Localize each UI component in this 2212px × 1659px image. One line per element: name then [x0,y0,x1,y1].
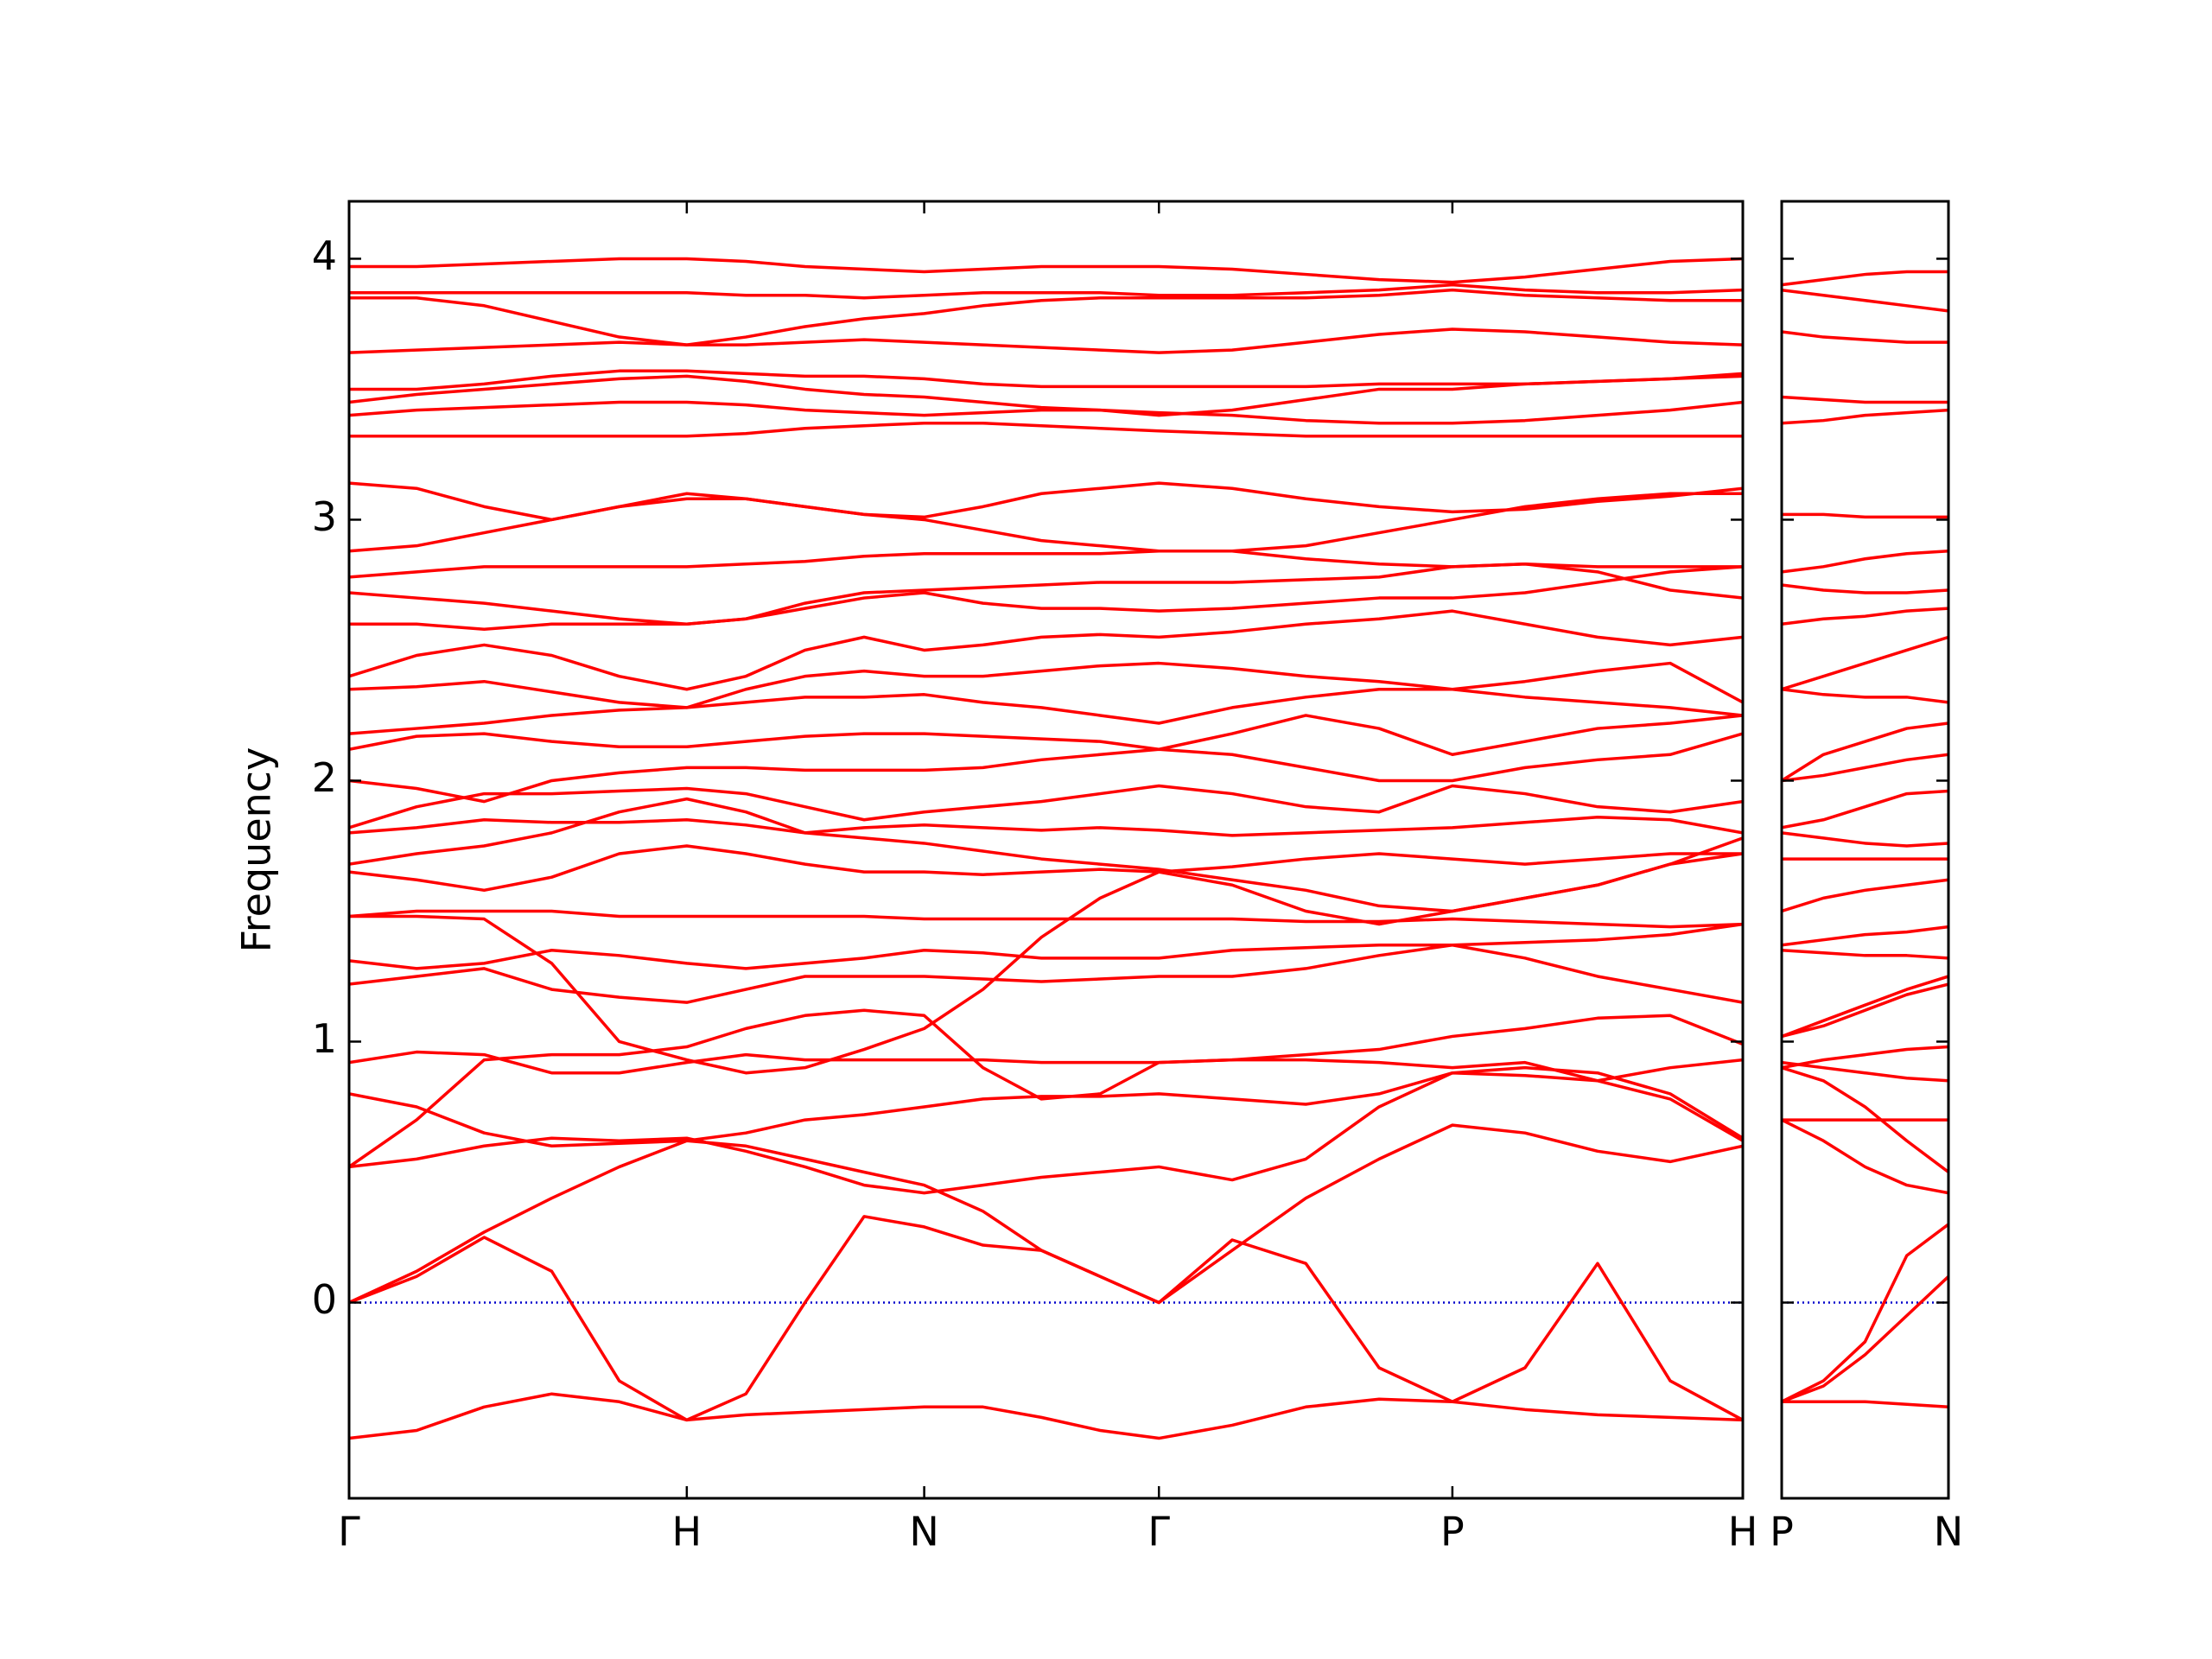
plot-area [1782,270,1948,1409]
band-line [349,327,1743,354]
x-tick-label: N [1934,1509,1963,1555]
band-line [349,283,1743,300]
band-line [1782,949,1948,960]
band-line [349,1050,1743,1083]
band-line [1782,288,1948,313]
x-tick-label: P [1770,1509,1794,1555]
band-line [1782,1223,1948,1403]
y-tick-label: 0 [312,1276,337,1323]
band-line [349,400,1743,425]
band-line [349,688,1743,735]
x-tick-label: H [672,1509,702,1555]
band-line [349,374,1743,417]
band-line [1782,1045,1948,1070]
band-line [349,563,1743,626]
band-line [349,844,1743,893]
band-line [349,1215,1743,1422]
band-line [1782,635,1948,691]
band-line [349,369,1743,391]
band-line [349,565,1743,632]
plot-frame [1780,200,1950,1500]
band-line [349,943,1743,1004]
band-line [1782,512,1948,519]
band-line [1782,1066,1948,1173]
band-line [349,481,1743,553]
band-line [349,922,1743,970]
y-tick-label: 2 [312,754,337,801]
band-line [1782,1400,1948,1409]
plot-area [349,257,1743,1440]
band-line [1782,982,1948,1039]
plot-frame [347,200,1745,1500]
y-tick-label: 4 [312,232,337,279]
band-line [1782,975,1948,1039]
x-tick-label: Γ [1147,1509,1170,1555]
band-line [349,1123,1743,1305]
band-line [1782,607,1948,626]
band-line [349,1392,1743,1440]
band-line [349,609,1743,691]
x-tick-label: P [1440,1509,1465,1555]
band-line [349,732,1743,804]
band-line [349,816,1743,837]
band-line [349,1071,1743,1195]
y-tick-label: 1 [312,1015,337,1062]
band-line [1782,878,1948,913]
band-line [349,1065,1743,1148]
band-line [1782,270,1948,287]
band-line [349,549,1743,579]
band-line [349,421,1743,438]
y-axis-label: Frequency [233,747,280,953]
band-line [1782,408,1948,425]
band-line [1782,583,1948,594]
band-line [1782,721,1948,782]
band-line [1782,925,1948,947]
band-line [349,909,1743,929]
band-line [1782,549,1948,574]
band-line [1782,395,1948,404]
x-tick-label: Γ [338,1509,360,1555]
band-line [1782,1118,1948,1195]
band-line [349,1008,1743,1168]
y-tick-label: 3 [312,493,337,540]
band-line [1782,330,1948,344]
x-tick-label: N [909,1509,938,1555]
band-line [349,661,1743,709]
x-tick-label: H [1728,1509,1758,1555]
band-line [349,714,1743,757]
band-line [349,797,1743,913]
band-line [1782,831,1948,848]
band-line [1782,688,1948,704]
band-line [349,257,1743,284]
band-line [1782,753,1948,783]
band-line [349,784,1743,830]
band-line [349,852,1743,1075]
band-line [1782,789,1948,830]
band-line [1782,1060,1948,1083]
band-line [349,288,1743,346]
band-line [1782,1275,1948,1403]
